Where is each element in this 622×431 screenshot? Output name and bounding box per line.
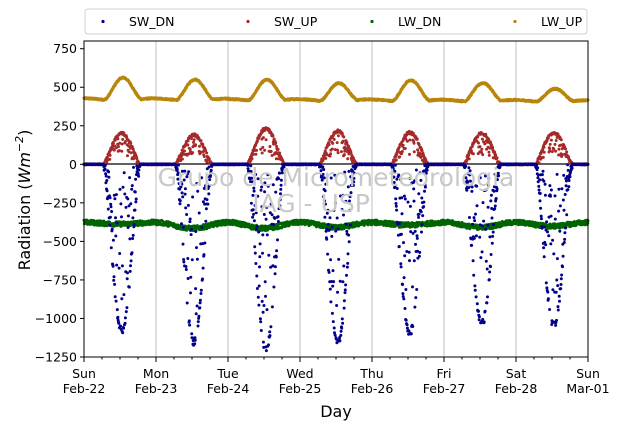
point-sw-up	[194, 143, 198, 147]
point-sw-up	[553, 142, 557, 146]
point-sw-up	[331, 141, 335, 145]
point-sw-up	[487, 137, 491, 141]
point-sw-up	[108, 157, 112, 161]
point-sw-up	[274, 141, 278, 145]
point-sw-up	[202, 155, 206, 158]
point-sw-up	[180, 157, 184, 161]
point-sw-up	[330, 147, 334, 151]
point-sw-up	[416, 148, 420, 152]
point-sw-up	[207, 157, 211, 161]
point-sw-up	[347, 144, 351, 148]
point-sw-up	[269, 149, 273, 153]
point-sw-up	[480, 147, 484, 151]
grid-lines	[155, 41, 517, 357]
point-sw-up	[126, 154, 129, 158]
point-sw-up	[278, 151, 282, 155]
point-sw-up	[336, 134, 340, 138]
point-sw-up	[327, 143, 331, 147]
point-sw-up	[342, 135, 346, 139]
point-sw-up	[400, 149, 404, 153]
point-sw-up	[487, 150, 491, 154]
point-sw-up	[336, 151, 340, 155]
point-sw-up	[329, 152, 333, 156]
point-sw-up	[117, 145, 120, 148]
point-sw-up	[342, 153, 346, 157]
point-lw-dn	[366, 223, 370, 227]
point-sw-up	[108, 153, 112, 157]
point-sw-up	[116, 137, 120, 141]
point-sw-up	[478, 145, 482, 149]
point-sw-up	[205, 151, 209, 155]
point-sw-up	[554, 149, 558, 153]
point-sw-up	[557, 147, 561, 151]
point-sw-up	[477, 141, 480, 145]
point-sw-up	[565, 150, 569, 154]
point-sw-up	[260, 151, 264, 155]
point-sw-up	[554, 139, 558, 142]
point-sw-up	[415, 137, 419, 141]
point-sw-up	[398, 155, 402, 159]
point-sw-up	[495, 156, 499, 160]
point-sw-up	[264, 138, 268, 142]
point-sw-up	[192, 138, 196, 142]
point-sw-up	[263, 148, 267, 152]
point-sw-up	[480, 137, 484, 141]
point-sw-up	[394, 158, 398, 162]
point-sw-up	[268, 145, 272, 148]
point-sw-up	[335, 141, 339, 145]
point-sw-up	[408, 152, 411, 156]
point-sw-up	[199, 139, 203, 143]
point-sw-up	[276, 147, 280, 151]
point-sw-up	[417, 143, 421, 147]
point-sw-up	[549, 138, 553, 142]
point-sw-up	[120, 142, 124, 146]
point-sw-up	[542, 145, 546, 149]
point-sw-up	[491, 145, 495, 149]
point-sw-up	[112, 148, 116, 152]
point-sw-up	[481, 153, 485, 157]
point-sw-up	[541, 155, 545, 159]
point-sw-up	[332, 137, 336, 141]
data-points	[82, 75, 590, 353]
point-sw-up	[271, 134, 275, 138]
point-sw-up	[261, 136, 265, 140]
point-sw-up	[183, 149, 186, 153]
point-sw-up	[401, 143, 405, 147]
point-sw-up	[121, 137, 125, 141]
point-sw-up	[467, 157, 471, 161]
point-sw-up	[340, 131, 344, 135]
point-sw-up	[129, 142, 133, 145]
point-sw-up	[408, 138, 412, 142]
point-sw-up	[254, 152, 258, 156]
point-sw-up	[542, 150, 546, 154]
point-sw-up	[412, 141, 416, 145]
point-sw-up	[120, 149, 124, 153]
point-sw-up	[346, 157, 350, 161]
point-sw-up	[403, 147, 407, 150]
point-sw-up	[559, 138, 563, 142]
point-sw-up	[336, 148, 339, 152]
point-sw-up	[412, 150, 416, 154]
point-sw-up	[191, 151, 195, 155]
point-sw-up	[198, 144, 201, 148]
point-sw-up	[339, 150, 343, 154]
point-sw-up	[250, 157, 254, 161]
point-sw-up	[255, 148, 258, 152]
point-sw-up	[537, 161, 541, 165]
point-sw-up	[111, 141, 115, 145]
point-sw-up	[548, 142, 552, 146]
point-sw-up	[564, 147, 567, 151]
point-sw-up	[341, 139, 345, 143]
point-sw-up	[261, 145, 265, 149]
point-sw-up	[324, 156, 328, 160]
point-sw-up	[471, 152, 475, 156]
point-sw-up	[487, 153, 491, 157]
point-sw-up	[129, 151, 133, 155]
point-sw-up	[186, 143, 190, 147]
point-sw-up	[192, 140, 195, 144]
